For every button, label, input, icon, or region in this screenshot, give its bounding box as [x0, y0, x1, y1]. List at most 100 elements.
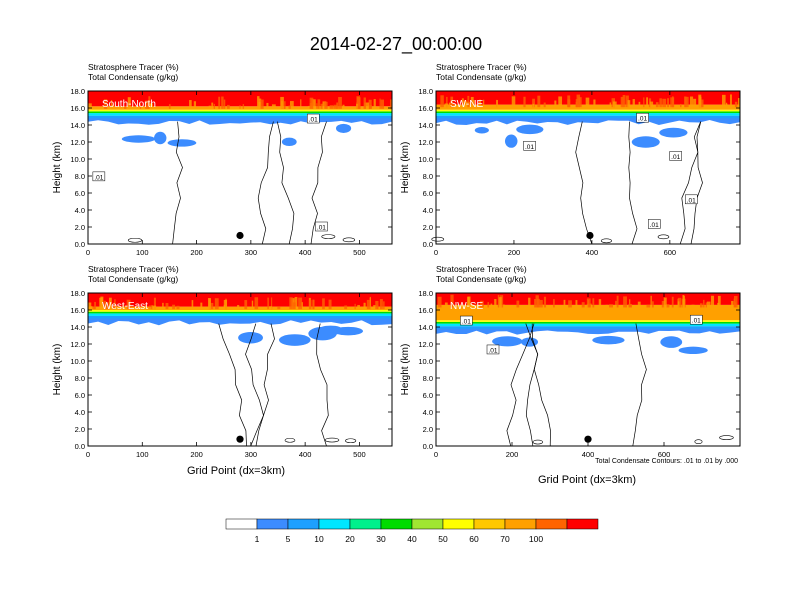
tracer-streak — [691, 304, 695, 308]
tracer-streak — [267, 297, 269, 310]
contour-label: .01 — [462, 319, 471, 326]
cloud-blob — [335, 123, 352, 134]
tracer-streak — [705, 302, 708, 308]
tracer-streak — [354, 303, 356, 310]
tracer-streak — [347, 306, 350, 310]
tracer-streak — [471, 304, 474, 308]
cloud-blob — [167, 139, 197, 147]
tracer-streak — [730, 94, 732, 108]
plot-frame — [87, 90, 393, 245]
tracer-streak — [112, 105, 114, 109]
plot-frame — [435, 90, 741, 245]
contour-label: .01 — [687, 197, 696, 204]
x-tick-label: 400 — [582, 450, 595, 459]
y-tick-label: 18.0 — [418, 87, 433, 96]
contour-label-box — [685, 194, 698, 205]
tracer-streak — [452, 103, 454, 108]
tracer-streak — [672, 96, 674, 108]
colorbar-tick-label: 5 — [286, 534, 291, 544]
tracer-streak — [139, 103, 142, 109]
tracer-streak — [266, 102, 269, 109]
panel-label: NW-SE — [450, 301, 483, 312]
plot-frame — [87, 292, 393, 447]
subtitle-tracer: Stratosphere Tracer (%) — [88, 264, 179, 274]
colorbar-swatch — [473, 518, 506, 530]
tracer-streak — [328, 299, 332, 310]
tracer-streak — [333, 104, 338, 109]
cloud-blob — [678, 346, 708, 354]
tracer-streak — [629, 299, 631, 308]
condensate-contour — [284, 437, 296, 443]
tracer-streak — [88, 302, 92, 310]
tracer-band — [436, 304, 740, 321]
tracer-band — [436, 321, 740, 324]
tracer-streak — [563, 299, 566, 308]
tracer-streak — [543, 102, 546, 108]
tracer-streak — [683, 295, 685, 308]
y-tick-label: 6.0 — [423, 189, 433, 198]
tracer-streak — [528, 297, 531, 308]
subtitle-condensate: Total Condensate (g/kg) — [436, 72, 526, 82]
tracer-streak — [646, 97, 649, 108]
tracer-streak — [543, 296, 547, 308]
tracer-streak — [200, 302, 203, 310]
tracer-streak — [627, 100, 631, 108]
location-marker — [586, 231, 594, 240]
tracer-streak — [191, 300, 194, 310]
tracer-streak — [115, 305, 118, 310]
tracer-streak — [553, 299, 555, 308]
tracer-streak — [280, 96, 284, 109]
tracer-streak — [731, 300, 734, 308]
subtitle-tracer: Stratosphere Tracer (%) — [436, 62, 527, 72]
tracer-streak — [474, 104, 476, 108]
tracer-band — [88, 111, 392, 114]
condensate-contour — [632, 323, 647, 447]
tracer-streak — [319, 106, 322, 109]
panel-1: .01 .01 .01 .01 .01 0.0 2.0 4.0 6.0 8.0 10.0 12.0 14… — [400, 62, 741, 257]
contour-label: .01 — [638, 116, 647, 123]
condensate-contour — [218, 323, 247, 447]
tracer-streak — [612, 101, 617, 108]
tracer-streak — [363, 97, 366, 109]
location-marker — [236, 231, 244, 240]
tracer-streak — [103, 300, 107, 310]
x-tick-label: 100 — [136, 248, 149, 257]
tracer-streak — [684, 96, 687, 108]
x-axis-title-right: Grid Point (dx=3km) — [538, 474, 636, 486]
y-tick-label: 12.0 — [70, 138, 85, 147]
tracer-streak — [176, 305, 180, 310]
tracer-streak — [111, 100, 113, 109]
y-tick-label: 8.0 — [75, 172, 85, 181]
colorbar-swatch — [256, 518, 289, 530]
condensate-contour — [250, 323, 275, 447]
tracer-streak — [313, 99, 316, 109]
tracer-band — [436, 323, 740, 327]
tracer-streak — [655, 102, 659, 108]
tracer-streak — [717, 295, 721, 308]
tracer-streak — [356, 103, 359, 109]
y-axis-label: Height (km) — [52, 142, 63, 194]
y-tick-label: 12.0 — [418, 138, 433, 147]
colorbar-swatch — [349, 518, 382, 530]
tracer-streak — [366, 299, 371, 310]
x-tick-label: 400 — [299, 248, 312, 257]
tracer-streak — [541, 304, 544, 308]
contour-label-box — [690, 314, 703, 325]
tracer-streak — [710, 295, 715, 308]
tracer-streak — [292, 302, 296, 310]
tracer-streak — [152, 305, 157, 310]
contour-label: .01 — [317, 225, 326, 232]
location-marker — [584, 435, 592, 443]
tracer-streak — [650, 295, 652, 308]
tracer-streak — [437, 296, 442, 308]
tracer-streak — [213, 103, 215, 109]
colorbar-swatch — [535, 518, 568, 530]
tracer-streak — [467, 296, 471, 308]
y-axis-label: Height (km) — [52, 344, 63, 396]
tracer-streak — [450, 96, 454, 108]
tracer-band — [88, 315, 392, 321]
y-axis-label: Height (km) — [400, 344, 411, 396]
tracer-streak — [112, 306, 115, 310]
tracer-streak — [461, 98, 464, 108]
tracer-streak — [153, 297, 157, 310]
